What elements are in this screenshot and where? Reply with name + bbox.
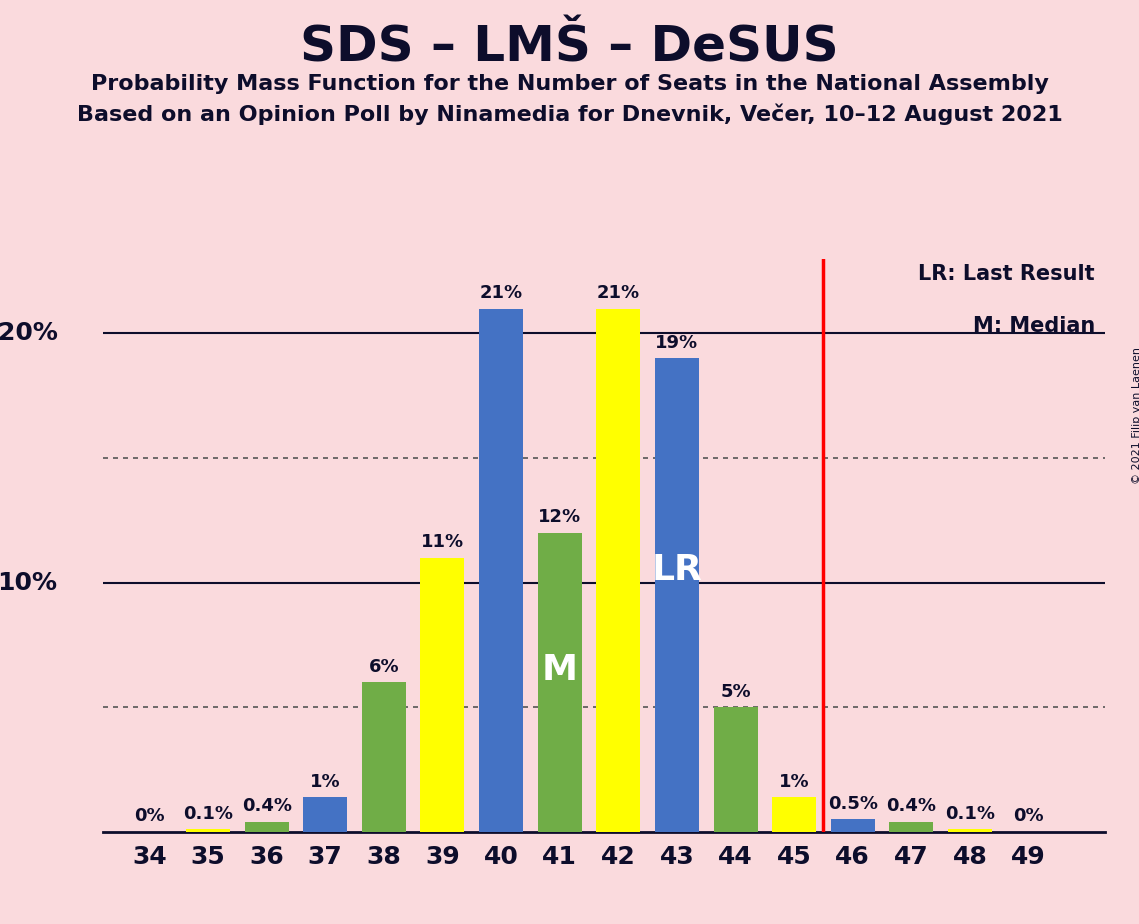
- Bar: [830, 820, 875, 832]
- Text: 1%: 1%: [779, 772, 810, 791]
- Text: M: Median: M: Median: [973, 316, 1095, 336]
- Bar: [948, 829, 992, 832]
- Text: Probability Mass Function for the Number of Seats in the National Assembly: Probability Mass Function for the Number…: [91, 74, 1048, 94]
- Bar: [245, 821, 288, 832]
- Bar: [538, 533, 582, 832]
- Text: 0%: 0%: [134, 808, 165, 825]
- Text: LR: Last Result: LR: Last Result: [918, 264, 1095, 285]
- Text: 0.5%: 0.5%: [828, 795, 878, 813]
- Bar: [713, 707, 757, 832]
- Bar: [597, 309, 640, 832]
- Bar: [362, 682, 405, 832]
- Text: 19%: 19%: [655, 334, 698, 352]
- Text: 6%: 6%: [369, 658, 399, 676]
- Text: 10%: 10%: [0, 570, 57, 594]
- Text: Based on an Opinion Poll by Ninamedia for Dnevnik, Večer, 10–12 August 2021: Based on an Opinion Poll by Ninamedia fo…: [76, 103, 1063, 125]
- Text: 21%: 21%: [480, 285, 523, 302]
- Bar: [772, 796, 817, 832]
- Text: 5%: 5%: [720, 683, 751, 700]
- Text: 1%: 1%: [310, 772, 341, 791]
- Text: 20%: 20%: [0, 322, 57, 346]
- Text: LR: LR: [652, 553, 703, 587]
- Text: M: M: [542, 652, 577, 687]
- Text: 21%: 21%: [597, 285, 640, 302]
- Text: 0.4%: 0.4%: [886, 797, 936, 815]
- Bar: [186, 829, 230, 832]
- Text: 0.4%: 0.4%: [241, 797, 292, 815]
- Text: 11%: 11%: [421, 533, 464, 552]
- Text: 0.1%: 0.1%: [183, 805, 233, 823]
- Bar: [655, 359, 699, 832]
- Bar: [480, 309, 523, 832]
- Bar: [890, 821, 933, 832]
- Text: © 2021 Filip van Laenen: © 2021 Filip van Laenen: [1132, 347, 1139, 484]
- Text: 12%: 12%: [538, 508, 581, 527]
- Text: SDS – LMŠ – DeSUS: SDS – LMŠ – DeSUS: [301, 23, 838, 71]
- Bar: [420, 557, 465, 832]
- Bar: [303, 796, 347, 832]
- Text: 0.1%: 0.1%: [945, 805, 995, 823]
- Text: 0%: 0%: [1014, 808, 1044, 825]
